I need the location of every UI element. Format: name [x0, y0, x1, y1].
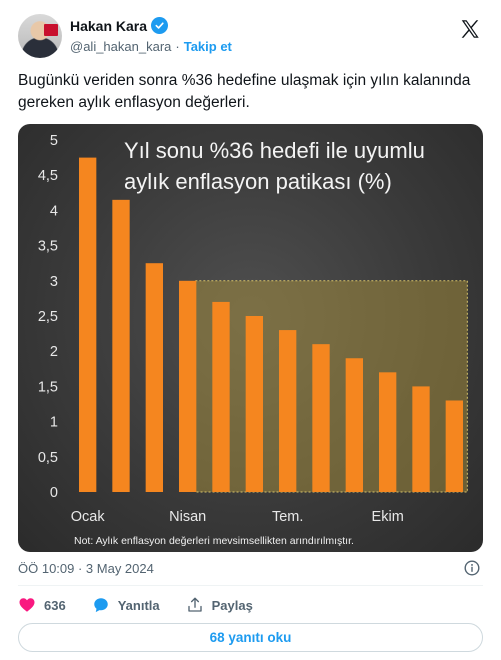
y-tick-label: 1 — [50, 415, 58, 431]
flag-decoration — [44, 24, 58, 36]
bar — [412, 386, 430, 492]
chart-title-line: aylık enflasyon patikası (%) — [124, 169, 392, 194]
y-tick-label: 3,5 — [38, 239, 58, 255]
reply-button[interactable]: Yanıtla — [92, 596, 160, 614]
divider — [18, 585, 483, 586]
follow-button[interactable]: Takip et — [183, 39, 232, 54]
tweet-timestamp[interactable]: ÖÖ 10:09 · 3 May 2024 — [18, 561, 154, 576]
like-count: 636 — [44, 597, 66, 613]
reply-label: Yanıtla — [117, 597, 160, 613]
bar — [112, 199, 130, 492]
y-tick-label: 5 — [50, 133, 58, 149]
bar — [445, 400, 463, 492]
x-tick-label: Ocak — [71, 509, 106, 525]
reply-bubble-icon — [93, 598, 108, 613]
share-label: Paylaş — [211, 597, 253, 613]
share-icon — [187, 597, 202, 612]
bar — [312, 344, 330, 492]
y-tick-label: 2,5 — [38, 309, 58, 325]
chart-title-line: Yıl sonu %36 hedefi ile uyumlu — [124, 138, 425, 163]
bar — [345, 358, 363, 492]
author-handle[interactable]: @ali_hakan_kara — [70, 39, 172, 54]
x-tick-label: Tem. — [272, 509, 303, 525]
y-tick-label: 0 — [50, 485, 58, 501]
y-tick-label: 4 — [50, 203, 58, 219]
bar — [179, 280, 197, 492]
bar — [145, 263, 163, 492]
avatar[interactable] — [18, 14, 62, 58]
bar — [379, 372, 397, 492]
chart-svg: 0 0,5 1 1,5 2 2,5 3 3,5 4 4,5 5 Ocak Nisan Tem. Ekim Yı… — [38, 133, 468, 547]
info-icon[interactable] — [464, 560, 480, 576]
chart-note: Not: Aylık enflasyon değerleri mevsimsel… — [74, 535, 354, 547]
bar — [79, 157, 97, 492]
bar — [212, 301, 230, 492]
y-tick-label: 0,5 — [38, 450, 58, 466]
heart-icon — [19, 598, 35, 612]
bar — [279, 330, 297, 492]
share-button[interactable]: Paylaş — [186, 596, 253, 614]
author-name-row: Hakan Kara — [70, 17, 169, 34]
x-tick-label: Ekim — [372, 509, 404, 525]
y-tick-label: 1,5 — [38, 379, 58, 395]
y-tick-label: 2 — [50, 344, 58, 360]
verified-badge-icon — [151, 17, 169, 34]
read-replies-button[interactable]: 68 yanıtı oku — [18, 623, 483, 652]
chart-image[interactable]: 0 0,5 1 1,5 2 2,5 3 3,5 4 4,5 5 Ocak Nisan Tem. Ekim Yı… — [18, 124, 483, 552]
bar — [245, 316, 263, 492]
handle-separator: · — [175, 39, 180, 54]
like-button[interactable]: 636 — [18, 596, 66, 614]
action-bar: 636 Yanıtla Paylaş — [18, 596, 279, 614]
y-tick-label: 3 — [50, 274, 58, 290]
tweet-text: Bugünkü veriden sonra %36 hedefine ulaşm… — [18, 72, 471, 111]
x-tick-label: Nisan — [169, 509, 206, 525]
author-handle-row: @ali_hakan_kara · Takip et — [70, 39, 232, 54]
x-logo-icon[interactable] — [459, 18, 481, 40]
y-tick-label: 4,5 — [38, 168, 58, 184]
author-name[interactable]: Hakan Kara — [70, 17, 148, 34]
